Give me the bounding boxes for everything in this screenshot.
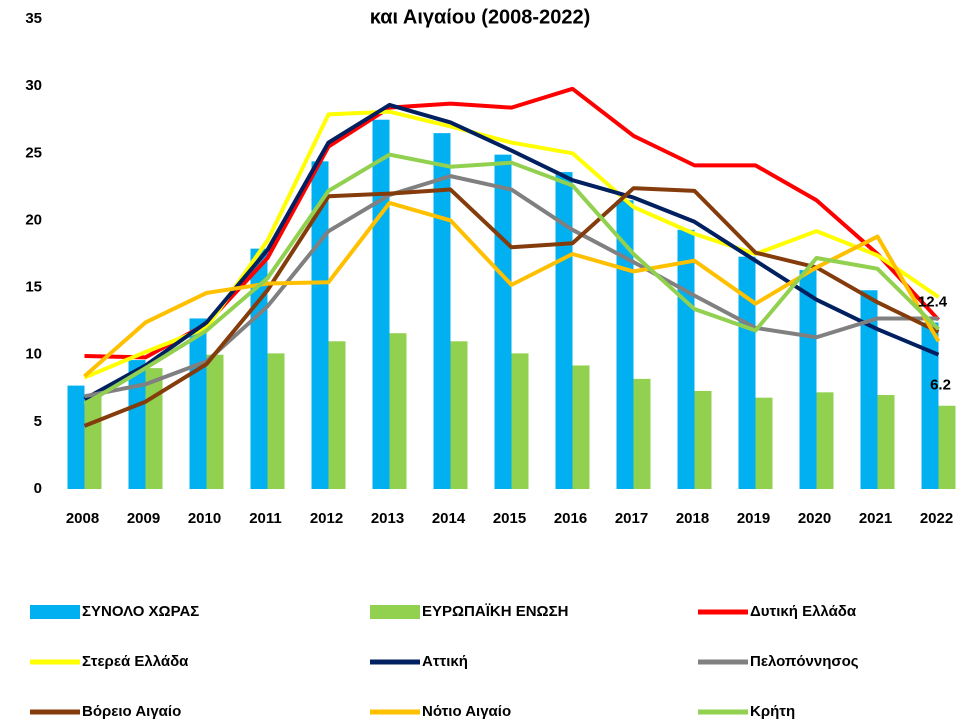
legend-swatch (30, 605, 80, 619)
bar (511, 353, 529, 489)
y-tick-label: 20 (25, 211, 42, 228)
bar (67, 385, 85, 489)
data-label: 12.4 (918, 293, 948, 310)
x-tick-label: 2008 (66, 510, 99, 527)
x-tick-label: 2020 (798, 510, 831, 527)
bar (677, 229, 695, 490)
bar (311, 161, 329, 490)
y-tick-label: 0 (34, 480, 42, 497)
line (84, 174, 939, 399)
bar (616, 200, 634, 490)
x-tick-label: 2016 (554, 510, 587, 527)
bar (189, 318, 207, 489)
x-tick-label: 2013 (371, 510, 404, 527)
bar (84, 395, 102, 489)
y-tick-label: 10 (25, 346, 42, 363)
bar (450, 341, 468, 489)
x-tick-label: 2017 (615, 510, 648, 527)
x-tick-label: 2022 (920, 510, 953, 527)
bar (755, 397, 773, 489)
bar (206, 354, 224, 489)
legend-label: Νότιο Αιγαίο (422, 703, 511, 720)
bar (328, 341, 346, 489)
bar (572, 365, 590, 489)
legend-label: Δυτική Ελλάδα (750, 603, 857, 620)
bar (633, 378, 651, 489)
bar (389, 333, 407, 489)
chart-title: και Αιγαίου (2008-2022) (370, 6, 591, 28)
bar (877, 395, 895, 489)
bar (860, 290, 878, 489)
x-tick-label: 2018 (676, 510, 709, 527)
bar (694, 390, 712, 489)
y-tick-label: 35 (25, 10, 42, 27)
bar (372, 119, 390, 489)
x-tick-label: 2015 (493, 510, 526, 527)
line (83, 102, 940, 401)
y-tick-label: 30 (25, 77, 42, 94)
legend-label: Κρήτη (750, 703, 795, 720)
x-tick-label: 2009 (127, 510, 160, 527)
line (83, 152, 940, 407)
legend-label: Στερεά Ελλάδα (82, 653, 189, 670)
x-tick-label: 2014 (432, 510, 466, 527)
bar (921, 322, 939, 489)
legend-label: Αττική (422, 653, 468, 670)
bar (738, 256, 756, 489)
bar (145, 368, 163, 489)
bar (816, 392, 834, 489)
legend-label: ΕΥΡΩΠΑΪΚΗ ΕΝΩΣΗ (422, 603, 568, 620)
x-tick-label: 2019 (737, 510, 770, 527)
bar (799, 270, 817, 489)
x-tick-label: 2012 (310, 510, 343, 527)
x-tick-label: 2011 (249, 510, 282, 527)
data-label: 6.2 (930, 377, 951, 394)
legend-label: Βόρειο Αιγαίο (82, 703, 181, 720)
legend-label: ΣΥΝΟΛΟ ΧΩΡΑΣ (82, 603, 199, 620)
x-tick-label: 2010 (188, 510, 221, 527)
legend-label: Πελοπόννησος (750, 653, 859, 670)
line (83, 186, 940, 428)
bar (128, 360, 146, 489)
bar (433, 133, 451, 489)
bar (494, 154, 512, 489)
y-tick-label: 15 (25, 279, 42, 296)
y-tick-label: 5 (34, 413, 42, 430)
legend-swatch (370, 605, 420, 619)
x-tick-label: 2021 (859, 510, 892, 527)
bar (267, 353, 285, 489)
bar (938, 405, 956, 489)
bar (555, 172, 573, 490)
y-tick-label: 25 (25, 144, 42, 161)
